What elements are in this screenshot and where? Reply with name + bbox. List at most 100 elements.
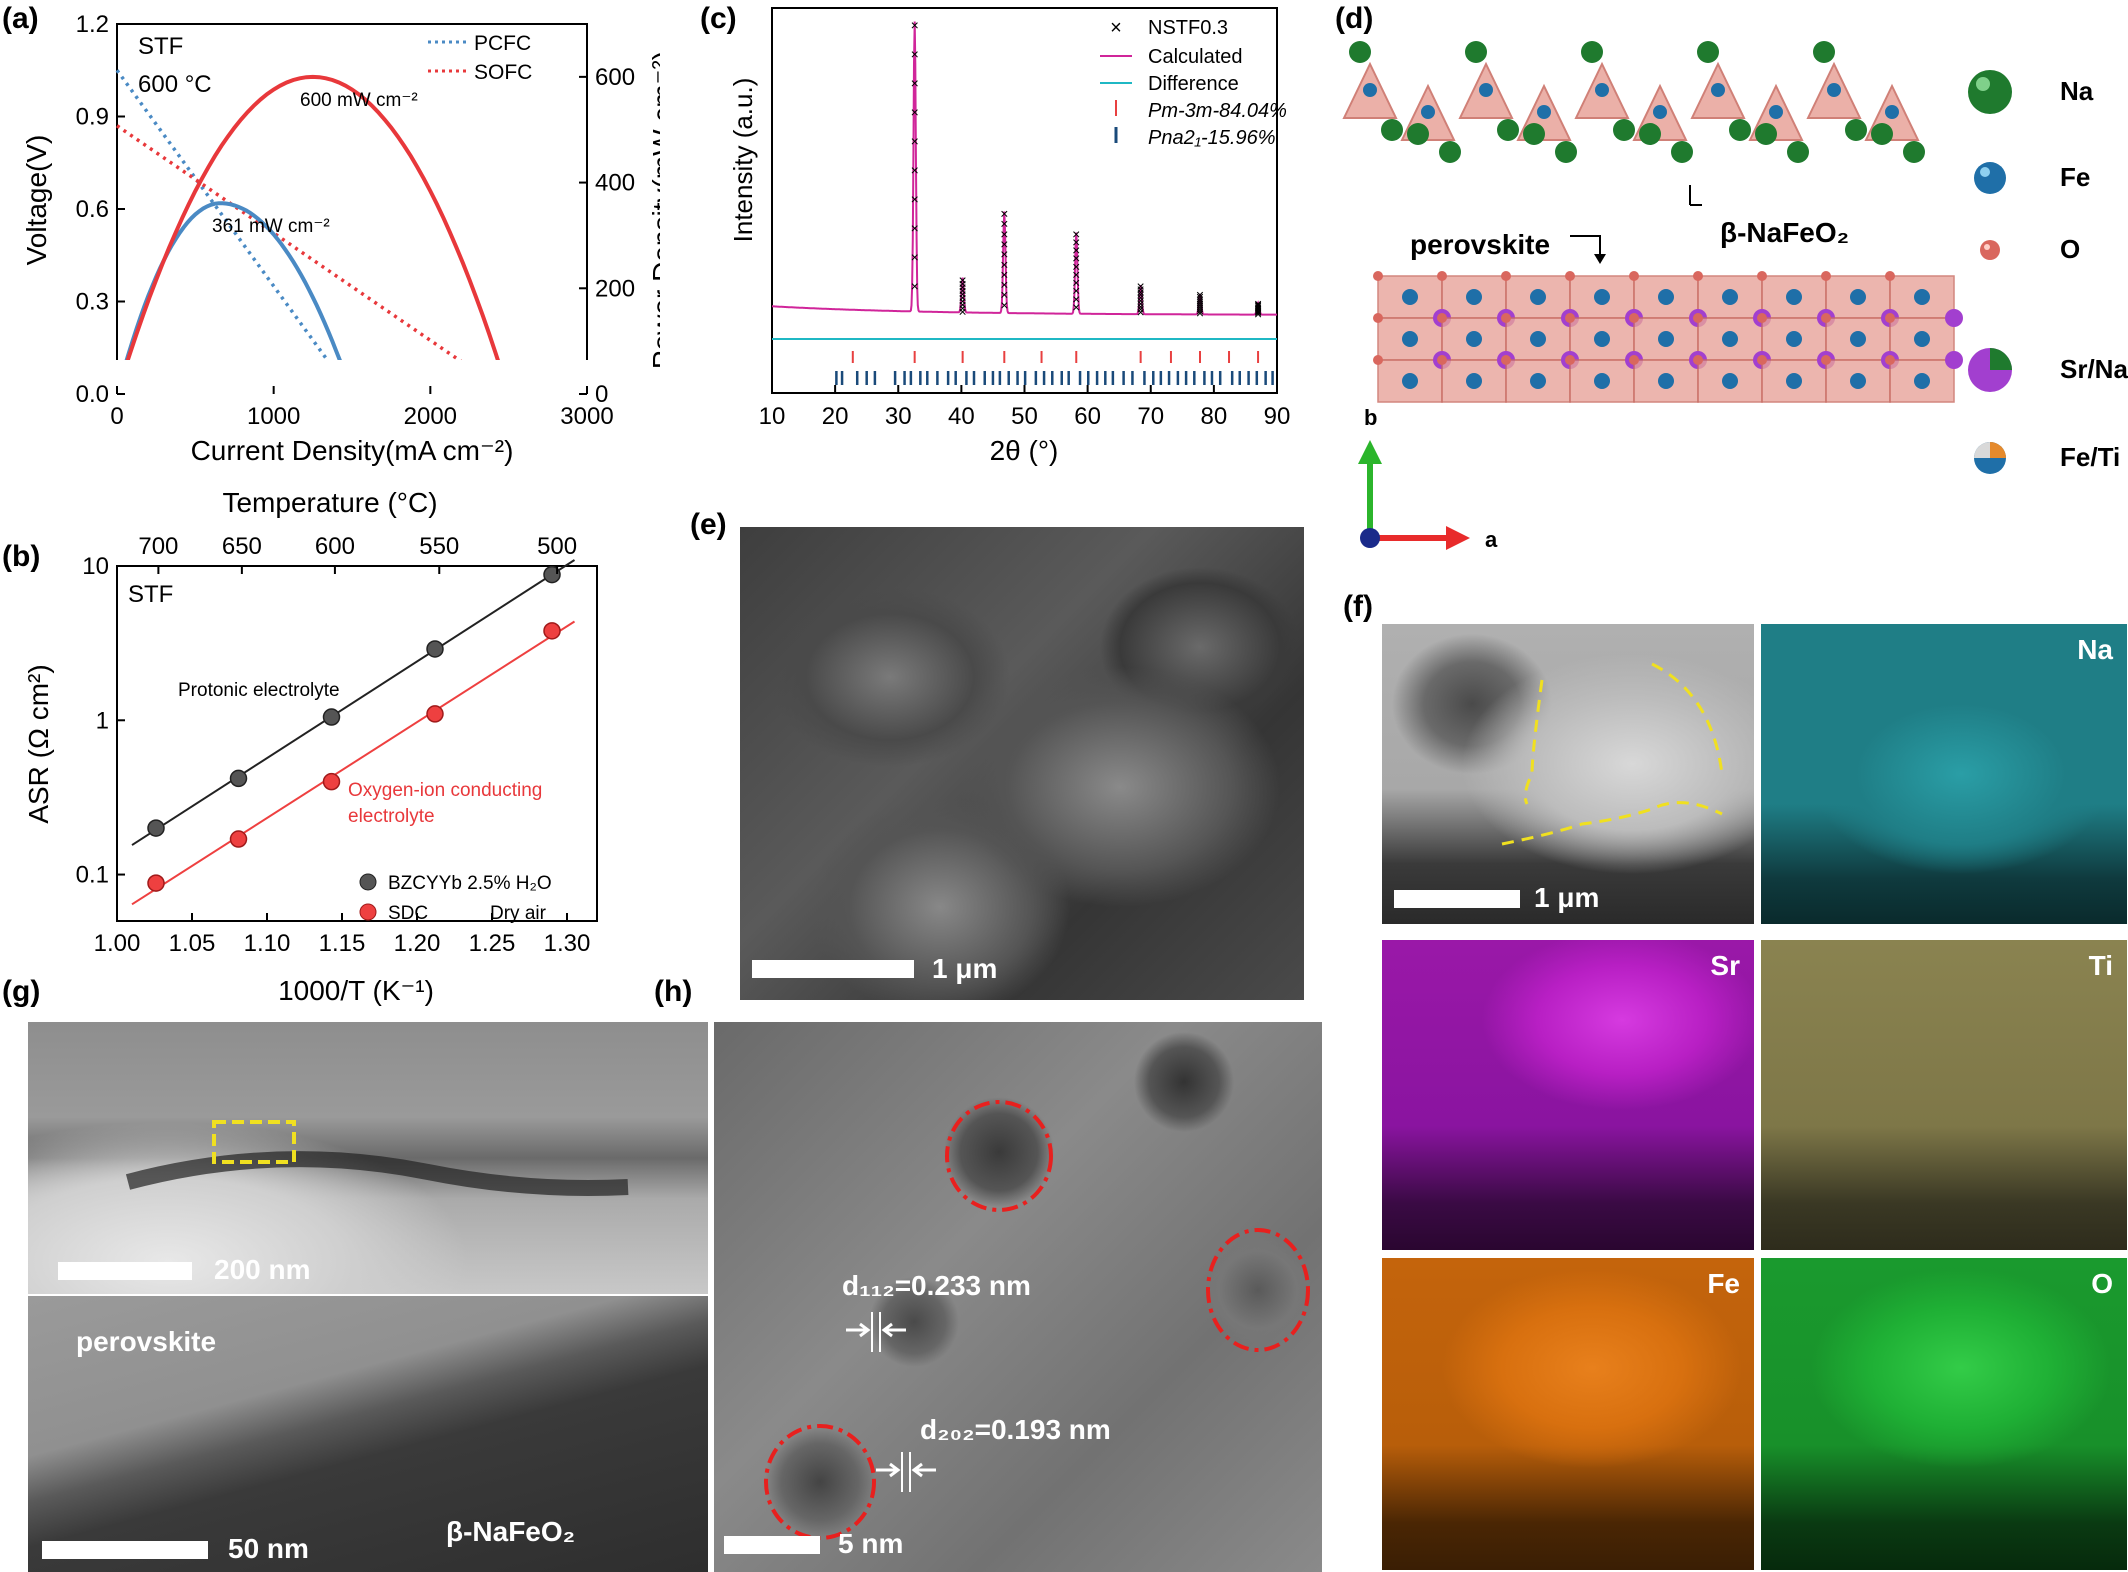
- x-tick-label: 40: [948, 403, 975, 430]
- nafeo2-structure: [1342, 41, 1925, 163]
- fe-atom: [1653, 105, 1667, 119]
- observed-point: ×: [911, 191, 919, 207]
- observed-point: ×: [1000, 226, 1008, 242]
- o-atom: [1821, 355, 1831, 365]
- fe-ti-atom: [1658, 289, 1674, 305]
- fe-ti-atom: [1722, 331, 1738, 347]
- fe-ti-atom: [1530, 373, 1546, 389]
- o-atom: [1437, 271, 1447, 281]
- panel-c-xlabel: 2θ (°): [990, 435, 1059, 466]
- observed-point: ×: [1072, 242, 1080, 258]
- haadf-image: 1 μm: [1382, 624, 1754, 924]
- na-atom: [1523, 123, 1545, 145]
- phase-top-label: β-NaFeO₂: [1720, 217, 1849, 248]
- fe-ti-atom: [1402, 331, 1418, 347]
- top-tick-label: 600: [315, 533, 355, 560]
- panel-c-label: (c): [700, 2, 737, 35]
- fe-ti-atom: [1530, 289, 1546, 305]
- data-point: [543, 565, 561, 584]
- fe-atom: [1363, 83, 1377, 97]
- observed-point: ×: [959, 283, 967, 299]
- fe-atom: [1537, 105, 1551, 119]
- y-right-tick-label: 0: [595, 381, 608, 408]
- fe-atom: [1711, 83, 1725, 97]
- observed-point: ×: [1072, 258, 1080, 274]
- x-tick-label: 90: [1264, 403, 1291, 430]
- observed-point: ×: [1196, 295, 1204, 311]
- svg-text:Difference: Difference: [1148, 73, 1239, 95]
- pcfc-peak-label: 361 mW cm⁻²: [212, 216, 330, 237]
- na-atom: [1407, 123, 1429, 145]
- observed-point: ×: [1137, 298, 1145, 314]
- scale-label-g2: 50 nm: [228, 1533, 309, 1564]
- observed-point: ×: [1137, 301, 1145, 317]
- observed-point: ×: [1000, 256, 1008, 272]
- x-tick-label: 1.00: [94, 930, 141, 957]
- scale-label-h: 5 nm: [838, 1528, 904, 1559]
- fe-ti-atom: [1914, 331, 1930, 347]
- panel-e-label: (e): [690, 508, 727, 541]
- svg-text:Pm-3m-84.04%: Pm-3m-84.04%: [1148, 100, 1287, 122]
- data-point: [426, 640, 444, 658]
- x-tick-label: 3000: [560, 403, 613, 430]
- legend-difference: Difference: [1100, 73, 1239, 95]
- fe-atom: [1769, 105, 1783, 119]
- panel-a-label: (a): [2, 2, 39, 35]
- map-o: O: [1761, 1258, 2127, 1570]
- fe-ti-atom: [1786, 373, 1802, 389]
- na-atom: [1813, 41, 1835, 63]
- observed-point: ×: [959, 286, 967, 302]
- oxygen-label-1: Oxygen-ion conducting: [348, 780, 542, 801]
- fe-ti-atom: [1658, 373, 1674, 389]
- svg-text:Calculated: Calculated: [1148, 46, 1243, 68]
- o-atom: [1757, 271, 1767, 281]
- observed-point: ×: [911, 17, 919, 33]
- fe-atom: [1885, 105, 1899, 119]
- data-point: [147, 874, 165, 892]
- data-point: [147, 819, 165, 837]
- na-atom: [1787, 141, 1809, 163]
- map-ti: Ti: [1761, 940, 2127, 1250]
- fe-ti-atom: [1466, 289, 1482, 305]
- fit-line-0: [131, 559, 576, 846]
- o-atom: [1437, 355, 1447, 365]
- o-atom: [1885, 313, 1895, 323]
- observed-point: ×: [959, 272, 967, 288]
- hrtem-image: d₁₁₂=0.233 nm d₂₀₂=0.193 nm 5 nm: [714, 1022, 1322, 1572]
- fe-ti-atom: [1914, 373, 1930, 389]
- o-atom: [1565, 271, 1575, 281]
- panel-b-top-axis-label: Temperature (°C): [222, 490, 437, 518]
- tem-image-bottom: perovskite β-NaFeO₂ 50 nm: [28, 1296, 708, 1572]
- observed-point: ×: [1196, 305, 1204, 321]
- x-tick-label: 10: [759, 403, 786, 430]
- legend-fe-ti: Fe/Ti: [1974, 442, 2120, 474]
- panel-b-material: STF: [128, 581, 173, 608]
- observed-point: ×: [1072, 250, 1080, 266]
- fe-ti-atom: [1402, 373, 1418, 389]
- na-atom: [1871, 123, 1893, 145]
- observed-point: ×: [1000, 266, 1008, 282]
- observed-point: ×: [911, 162, 919, 178]
- y-left-tick-label: 0.0: [76, 381, 109, 408]
- na-atom: [1613, 119, 1635, 141]
- na-atom: [1729, 119, 1751, 141]
- o-atom: [1757, 313, 1767, 323]
- o-atom: [1885, 355, 1895, 365]
- fe-ti-atom: [1722, 289, 1738, 305]
- observed-point: ×: [959, 300, 967, 316]
- observed-point: ×: [959, 290, 967, 306]
- o-atom: [1821, 313, 1831, 323]
- observed-point: ×: [1137, 287, 1145, 303]
- scale-label-g1: 200 nm: [214, 1254, 311, 1285]
- sofc-peak-label: 600 mW cm⁻²: [300, 90, 418, 111]
- x-tick-label: 60: [1074, 403, 1101, 430]
- legend-calculated: Calculated: [1100, 46, 1243, 68]
- x-tick-label: 0: [110, 403, 123, 430]
- o-atom: [1565, 313, 1575, 323]
- top-tick-label: 500: [537, 533, 577, 560]
- x-tick-label: 30: [885, 403, 912, 430]
- scale-label-f: 1 μm: [1534, 882, 1600, 913]
- panel-b-chart: Temperature (°C) 1.00 1.05 1.10 1.15 1.20 1.2…: [23, 490, 598, 1006]
- observed-point: ×: [1000, 246, 1008, 262]
- x-tick-label: 1.15: [319, 930, 366, 957]
